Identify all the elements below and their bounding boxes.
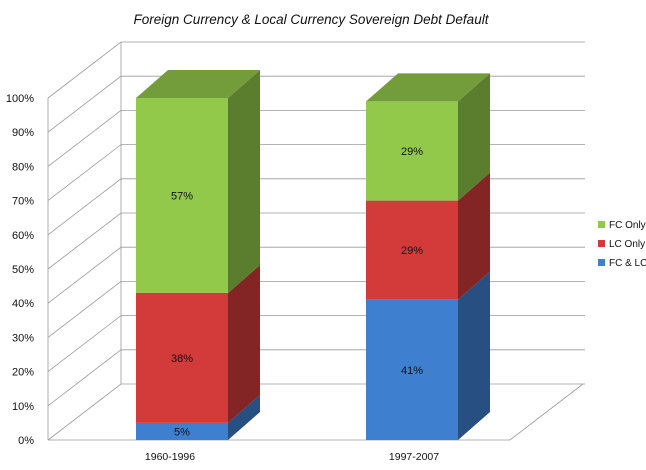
bar-front-face xyxy=(136,292,228,423)
data-label: 41% xyxy=(401,365,423,377)
gridline xyxy=(47,75,585,133)
data-label: 38% xyxy=(171,353,193,365)
gridline xyxy=(47,178,585,236)
legend-label: FC & LC xyxy=(609,258,646,269)
floor-edge xyxy=(48,383,584,441)
bar-front-face xyxy=(366,299,458,440)
bar-front-face xyxy=(136,422,228,440)
y-tick-label: 10% xyxy=(12,401,34,413)
bar-segment xyxy=(136,264,260,423)
gridline xyxy=(47,41,585,99)
y-tick-label: 90% xyxy=(12,127,34,139)
legend-item: FC Only xyxy=(598,220,646,231)
x-category-label: 1960-1996 xyxy=(145,451,195,463)
y-tick-label: 70% xyxy=(12,196,34,208)
data-labels: 5% 38% 57% 41% 29% 29% xyxy=(171,146,423,438)
y-tick-label: 0% xyxy=(18,435,34,447)
data-label: 29% xyxy=(401,245,423,257)
y-axis-ticks: 0% 10% 20% 30% 40% 50% 60% 70% 80% 90% 100% xyxy=(6,93,34,447)
bar-side-face xyxy=(228,70,260,293)
gridline xyxy=(47,383,585,441)
bar-side-face xyxy=(458,73,490,201)
bar-segment xyxy=(136,70,260,293)
gridline xyxy=(47,144,585,201)
legend-item: LC Only xyxy=(598,239,645,250)
bar-side-face xyxy=(458,172,490,300)
y-tick-label: 60% xyxy=(12,230,34,242)
gridlines xyxy=(47,41,585,441)
bar-front-face xyxy=(136,98,228,293)
legend-label: FC Only xyxy=(609,220,646,231)
bar-segment xyxy=(366,271,490,440)
data-label: 57% xyxy=(171,190,193,202)
y-tick-label: 80% xyxy=(12,161,34,173)
gridline xyxy=(47,110,585,167)
chart-title: Foreign Currency & Local Currency Sovere… xyxy=(134,12,490,27)
y-tick-label: 100% xyxy=(6,93,34,105)
y-tick-label: 20% xyxy=(12,367,34,379)
gridline xyxy=(47,212,585,270)
gridline xyxy=(47,315,585,372)
legend-swatch xyxy=(598,221,605,228)
bar-side-face xyxy=(228,264,260,423)
legend-item: FC & LC xyxy=(598,258,646,269)
data-label: 29% xyxy=(401,146,423,158)
bars xyxy=(136,70,490,440)
bar-segment xyxy=(366,73,490,201)
y-tick-label: 50% xyxy=(12,264,34,276)
bar-side-face xyxy=(228,394,260,440)
y-tick-label: 40% xyxy=(12,298,34,310)
bar-front-face xyxy=(366,101,458,201)
bar-side-face xyxy=(458,271,490,440)
legend-swatch xyxy=(598,240,605,247)
x-axis-categories: 1960-1996 1997-2007 xyxy=(145,451,439,463)
bar-top-face xyxy=(136,70,260,98)
legend-swatch xyxy=(598,259,605,266)
bar-segment xyxy=(366,172,490,300)
gridline xyxy=(47,281,585,338)
y-tick-label: 30% xyxy=(12,332,34,344)
data-label: 5% xyxy=(174,426,190,438)
bar-segment xyxy=(136,394,260,440)
gridline xyxy=(47,349,585,407)
legend-label: LC Only xyxy=(609,239,645,250)
x-category-label: 1997-2007 xyxy=(389,451,439,463)
bar-front-face xyxy=(366,200,458,300)
gridline xyxy=(47,246,585,304)
bar-top-face xyxy=(366,73,490,102)
legend: FC Only LC Only FC & LC xyxy=(598,220,646,269)
